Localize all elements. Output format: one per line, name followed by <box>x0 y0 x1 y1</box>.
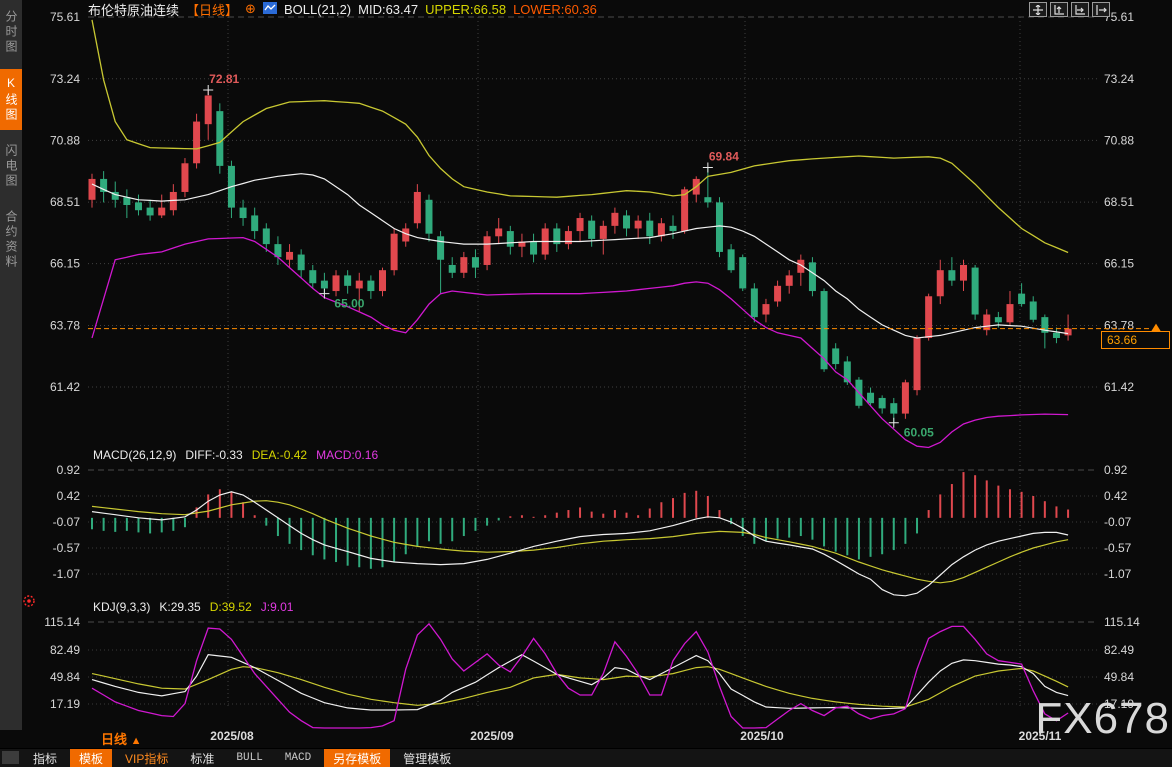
svg-text:69.84: 69.84 <box>709 149 739 163</box>
x-axis-label: 2025/10 <box>740 729 784 743</box>
y-axis-zoom-icon[interactable] <box>1050 2 1068 17</box>
svg-text:115.14: 115.14 <box>1104 615 1140 629</box>
svg-text:66.15: 66.15 <box>50 257 80 271</box>
svg-text:65.00: 65.00 <box>334 297 364 311</box>
svg-text:82.49: 82.49 <box>1104 643 1134 657</box>
svg-text:73.24: 73.24 <box>1104 72 1134 86</box>
pan-crosshair-icon[interactable] <box>1029 2 1047 17</box>
macd-value: MACD:0.16 <box>316 448 379 462</box>
chart-header: 布伦特原油连续 【日线】 ⊕ BOLL(21,2) MID:63.47 UPPE… <box>88 1 597 18</box>
x-axis-label: 2025/08 <box>210 729 254 743</box>
pan-right-icon[interactable] <box>1092 2 1110 17</box>
svg-text:49.84: 49.84 <box>1104 670 1134 684</box>
svg-text:60.05: 60.05 <box>904 426 934 440</box>
svg-text:66.15: 66.15 <box>1104 257 1134 271</box>
kdj-header: KDJ(9,3,3) K:29.35 D:39.52 J:9.01 <box>93 600 293 614</box>
boll-lower-value: LOWER:60.36 <box>513 1 597 17</box>
svg-text:0.92: 0.92 <box>1104 463 1128 477</box>
macd-diff-value: DIFF:-0.33 <box>185 448 243 462</box>
svg-text:17.19: 17.19 <box>1104 697 1134 711</box>
indicator-settings-icon[interactable] <box>21 593 37 609</box>
svg-text:-1.07: -1.07 <box>1104 567 1132 581</box>
svg-text:0.92: 0.92 <box>57 463 81 477</box>
svg-text:70.88: 70.88 <box>1104 133 1134 147</box>
sidebar-item-contract-info[interactable]: 合约资料 <box>4 210 18 270</box>
svg-text:61.42: 61.42 <box>50 380 80 394</box>
boll-mid-value: MID:63.47 <box>358 1 419 17</box>
svg-text:-1.07: -1.07 <box>53 567 81 581</box>
svg-text:0.42: 0.42 <box>1104 489 1128 503</box>
chart-style-icon[interactable] <box>262 1 277 17</box>
macd-header: MACD(26,12,9) DIFF:-0.33 DEA:-0.42 MACD:… <box>93 448 378 462</box>
svg-text:73.24: 73.24 <box>50 72 80 86</box>
tab-save-template[interactable]: 另存模板 <box>324 748 391 767</box>
kdj-d-value: D:39.52 <box>209 600 252 614</box>
bottom-toolbar: 指标 模板 VIP指标 标准 BULL MACD 另存模板 管理模板 <box>0 748 1172 767</box>
add-indicator-icon[interactable]: ⊕ <box>245 1 256 16</box>
boll-upper-value: UPPER:66.58 <box>425 1 507 17</box>
svg-text:115.14: 115.14 <box>44 615 80 629</box>
last-price-label: 63.66 <box>1101 331 1170 349</box>
period-selector-label: 日线 <box>101 732 128 747</box>
svg-text:70.88: 70.88 <box>50 133 80 147</box>
svg-text:-0.07: -0.07 <box>53 515 81 529</box>
svg-text:49.84: 49.84 <box>50 670 80 684</box>
period-tag: 【日线】 <box>186 2 239 18</box>
tab-vip-indicators[interactable]: VIP指标 <box>125 751 169 766</box>
x-axis-label: 2025/11 <box>1018 729 1062 743</box>
svg-text:63.78: 63.78 <box>1104 318 1134 332</box>
period-selector[interactable]: 日线 ▲ <box>101 729 142 748</box>
svg-text:75.61: 75.61 <box>1104 10 1134 24</box>
svg-text:68.51: 68.51 <box>1104 195 1134 209</box>
tab-macd[interactable]: MACD <box>284 752 312 764</box>
sidebar-item-time-chart[interactable]: 分时图 <box>4 10 18 55</box>
fx678-watermark: FX678 <box>1035 694 1170 743</box>
chart-tool-icons <box>1029 2 1110 17</box>
tab-bull[interactable]: BULL <box>236 752 263 764</box>
sidebar-item-flash-chart[interactable]: 闪电图 <box>4 144 18 189</box>
svg-text:82.49: 82.49 <box>50 643 80 657</box>
svg-text:17.19: 17.19 <box>50 697 80 711</box>
kdj-k-value: K:29.35 <box>159 600 201 614</box>
tab-templates[interactable]: 模板 <box>70 748 113 767</box>
kdj-title: KDJ(9,3,3) <box>93 600 151 614</box>
sidebar-item-kline-chart[interactable]: K线图 <box>0 69 22 130</box>
symbol-name: 布伦特原油连续 <box>88 2 180 18</box>
toolbar-corner-button[interactable] <box>2 751 19 764</box>
svg-text:68.51: 68.51 <box>50 195 80 209</box>
svg-text:-0.07: -0.07 <box>1104 515 1132 529</box>
svg-text:-0.57: -0.57 <box>53 541 81 555</box>
chart-type-sidebar: 分时图 K线图 闪电图 合约资料 <box>0 0 22 730</box>
svg-text:0.42: 0.42 <box>57 489 81 503</box>
macd-title: MACD(26,12,9) <box>93 448 177 462</box>
x-axis-label: 2025/09 <box>470 729 514 743</box>
tab-indicators[interactable]: 指标 <box>33 751 58 766</box>
tab-manage-templates[interactable]: 管理模板 <box>403 751 452 766</box>
svg-text:-0.57: -0.57 <box>1104 541 1132 555</box>
svg-text:72.81: 72.81 <box>209 72 239 86</box>
x-axis-zoom-icon[interactable] <box>1071 2 1089 17</box>
svg-text:75.61: 75.61 <box>50 10 80 24</box>
chevron-up-icon: ▲ <box>130 735 142 747</box>
boll-label: BOLL(21,2) <box>283 1 352 17</box>
kdj-j-value: J:9.01 <box>260 600 294 614</box>
macd-dea-value: DEA:-0.42 <box>251 448 308 462</box>
tab-standard[interactable]: 标准 <box>190 751 215 766</box>
svg-text:61.42: 61.42 <box>1104 380 1134 394</box>
svg-text:63.78: 63.78 <box>50 318 80 332</box>
